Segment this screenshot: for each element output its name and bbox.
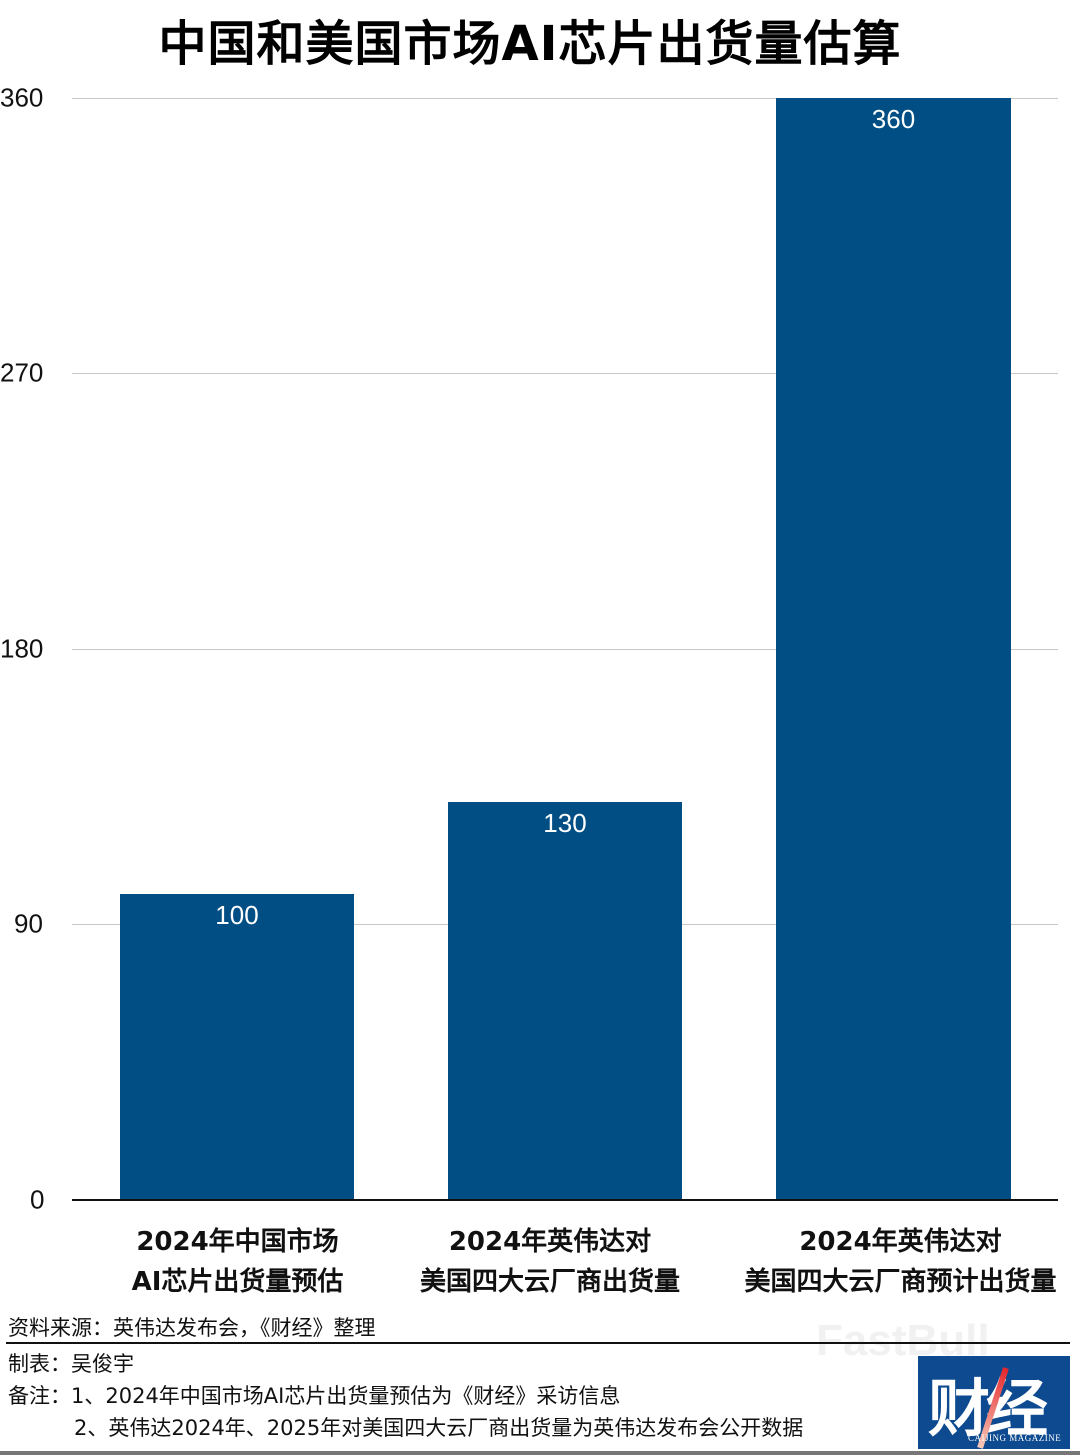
y-tick-360: 360 (0, 82, 44, 113)
bar-value-label: 360 (871, 104, 916, 134)
x-label-china-2024: 2024年中国市场 AI芯片出货量预估 (100, 1222, 375, 1302)
x-label-line2: 美国四大云厂商预计出货量 (744, 1267, 1057, 1297)
logo-en-text: CAIJING MAGAZINE (968, 1433, 1062, 1443)
gridline-270 (72, 373, 1058, 374)
bar-us-2024: 130 (448, 802, 682, 1200)
bar-value-label: 100 (215, 900, 259, 930)
footer-divider (6, 1342, 1070, 1344)
gridline-360 (72, 98, 1058, 99)
x-label-line1: 2024年英伟达对 (799, 1227, 1002, 1257)
y-tick-90: 90 (14, 908, 43, 939)
gridline-180 (72, 649, 1058, 650)
note-1: 备注：1、2024年中国市场AI芯片出货量预估为《财经》采访信息 (8, 1384, 621, 1408)
x-label-us-2025: 2024年英伟达对 美国四大云厂商预计出货量 (728, 1222, 1073, 1302)
footer-notes: 制表：吴俊宇 备注：1、2024年中国市场AI芯片出货量预估为《财经》采访信息 … (8, 1348, 803, 1444)
source-text: 资料来源：英伟达发布会，《财经》整理 (8, 1316, 376, 1340)
bar-value-label: 130 (543, 808, 587, 838)
y-tick-180: 180 (0, 633, 44, 664)
bar-us-2025-forecast: 360 (776, 98, 1011, 1200)
x-label-line2: AI芯片出货量预估 (131, 1267, 344, 1297)
x-label-line2: 美国四大云厂商出货量 (419, 1267, 680, 1297)
author-text: 制表：吴俊宇 (8, 1352, 134, 1376)
caijing-logo: 财经 CAIJING MAGAZINE (918, 1356, 1070, 1449)
plot-area: 100 130 360 (72, 98, 1058, 1201)
x-label-us-2024: 2024年英伟达对 美国四大云厂商出货量 (400, 1222, 700, 1302)
y-tick-270: 270 (0, 357, 44, 388)
x-label-line1: 2024年英伟达对 (448, 1227, 652, 1257)
bar-china-2024: 100 (120, 894, 354, 1200)
y-tick-0: 0 (30, 1184, 45, 1215)
bottom-border (0, 1451, 1080, 1455)
note-2: 2、英伟达2024年、2025年对美国四大云厂商出货量为英伟达发布会公开数据 (74, 1416, 804, 1440)
chart-title: 中国和美国市场AI芯片出货量估算 (158, 16, 902, 72)
x-axis-line (72, 1199, 1058, 1201)
x-label-line1: 2024年中国市场 (136, 1227, 339, 1257)
